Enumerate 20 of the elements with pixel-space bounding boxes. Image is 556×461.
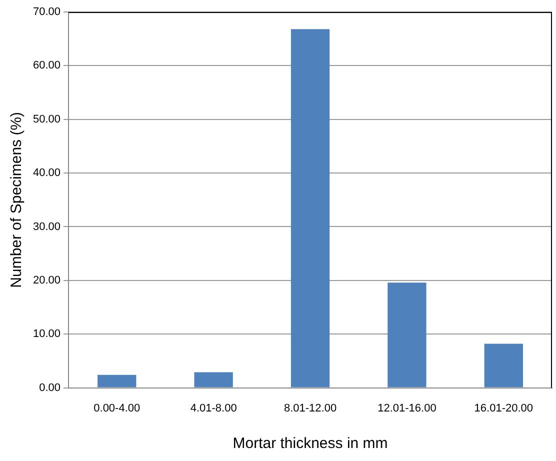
y-tick-label: 10.00	[32, 328, 61, 340]
x-tick-label: 0.00-4.00	[94, 402, 140, 414]
y-tick-label: 70.00	[32, 6, 61, 18]
y-tick-label: 20.00	[32, 274, 61, 286]
x-axis-title: Mortar thickness in mm	[232, 435, 388, 452]
bar	[98, 374, 136, 388]
y-tick-label: 30.00	[32, 220, 61, 233]
y-tick-label: 50.00	[32, 113, 61, 126]
x-tick-label: 12.01-16.00	[378, 402, 436, 414]
bar	[484, 344, 523, 388]
x-tick-label: 4.01-8.00	[190, 402, 237, 414]
y-axis-title: Number of Specimens (%)	[8, 112, 26, 288]
bar	[194, 372, 233, 388]
y-tick-label: 60.00	[32, 60, 61, 72]
y-tick-label: 0.00	[39, 382, 61, 394]
bar	[388, 282, 426, 388]
x-tick-label: 16.01-20.00	[474, 402, 534, 414]
bar	[290, 29, 330, 388]
y-tick-label: 40.00	[32, 167, 61, 180]
x-tick-label: 8.01-12.00	[284, 402, 337, 414]
